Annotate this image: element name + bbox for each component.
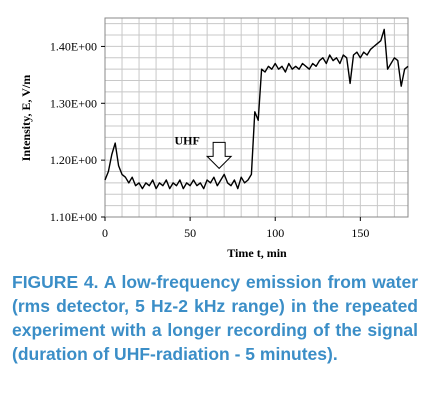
caption-label: FIGURE 4. (12, 272, 99, 292)
x-axis-label: Time t, min (227, 246, 287, 260)
y-tick-label: 1.40E+00 (50, 39, 97, 53)
y-tick-label: 1.20E+00 (50, 153, 97, 167)
y-tick-label: 1.30E+00 (50, 96, 97, 110)
x-tick-label: 0 (102, 226, 108, 240)
caption: FIGURE 4. A low-frequency emission from … (12, 270, 418, 366)
caption-text: A low-frequency emission from water (rms… (12, 272, 418, 364)
chart: Intensity, E, V/m Time t, min 1.10E+00 1.… (19, 17, 409, 260)
x-tick-label: 100 (266, 226, 284, 240)
y-tick-label: 1.10E+00 (50, 210, 97, 224)
x-tick-label: 50 (184, 226, 196, 240)
plot-frame (104, 17, 409, 218)
annotation: UHF (174, 133, 199, 147)
y-axis-label: Intensity, E, V/m (19, 75, 33, 161)
annotation-arrow (205, 141, 233, 170)
signal-line (104, 28, 409, 190)
x-tick-label: 150 (351, 226, 369, 240)
